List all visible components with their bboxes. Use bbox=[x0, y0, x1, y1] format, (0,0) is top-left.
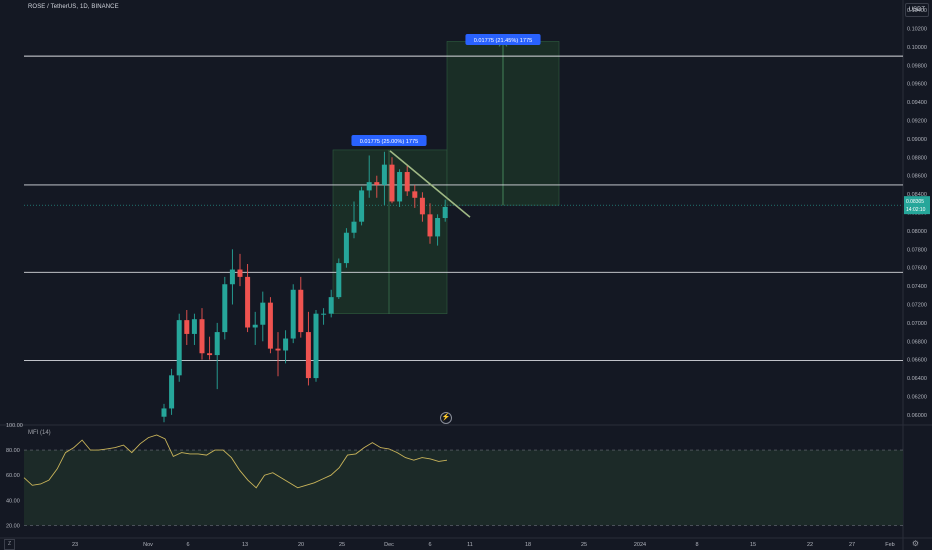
candle-body bbox=[404, 172, 410, 192]
price-tick: 0.08400 bbox=[907, 192, 927, 198]
price-tick: 0.10200 bbox=[907, 27, 927, 33]
candle-body bbox=[214, 332, 220, 356]
date-tick: 13 bbox=[242, 542, 248, 548]
candle-body bbox=[359, 190, 365, 222]
price-tick: 0.09600 bbox=[907, 82, 927, 88]
candle-body bbox=[229, 269, 235, 285]
candle-body bbox=[397, 172, 403, 202]
price-tick: 0.06600 bbox=[907, 358, 927, 364]
mfi-tick: 20.00 bbox=[6, 523, 20, 529]
candle-body bbox=[435, 218, 441, 237]
price-badge-countdown: 14:02:10 bbox=[906, 207, 926, 213]
price-tick: 0.08000 bbox=[907, 229, 927, 235]
candle-body bbox=[328, 297, 334, 314]
candle-body bbox=[191, 319, 197, 334]
date-tick: 15 bbox=[750, 542, 756, 548]
candle-body bbox=[290, 289, 296, 339]
price-tick: 0.07600 bbox=[907, 266, 927, 272]
candle-body bbox=[283, 338, 289, 351]
mfi-tick: 100.00 bbox=[6, 423, 23, 429]
candle-body bbox=[237, 269, 243, 277]
svg-text:0.01775 (21.45%) 1775: 0.01775 (21.45%) 1775 bbox=[474, 38, 532, 44]
date-tick: 8 bbox=[695, 542, 698, 548]
date-tick: Nov bbox=[143, 542, 153, 548]
price-tick: 0.10400 bbox=[907, 8, 927, 14]
candle-body bbox=[336, 263, 342, 298]
price-tick: 0.07000 bbox=[907, 321, 927, 327]
date-tick: 11 bbox=[467, 542, 473, 548]
candle-body bbox=[351, 221, 357, 233]
price-tick: 0.07800 bbox=[907, 247, 927, 253]
trend-line bbox=[389, 150, 471, 218]
candle-body bbox=[161, 408, 167, 417]
date-tick: 25 bbox=[581, 542, 587, 548]
price-tick: 0.06000 bbox=[907, 413, 927, 419]
mfi-tick: 80.00 bbox=[6, 448, 20, 454]
price-tick: 0.07200 bbox=[907, 302, 927, 308]
candle-body bbox=[381, 164, 387, 185]
date-tick: 27 bbox=[849, 542, 855, 548]
date-tick: 6 bbox=[428, 542, 431, 548]
date-tick: 6 bbox=[186, 542, 189, 548]
date-tick: Feb bbox=[885, 542, 894, 548]
candle-body bbox=[169, 375, 175, 409]
candle-body bbox=[442, 206, 448, 219]
currency-button[interactable]: USDT bbox=[905, 3, 929, 17]
date-tick: 22 bbox=[807, 542, 813, 548]
price-tick: 0.10000 bbox=[907, 45, 927, 51]
price-tick: 0.09400 bbox=[907, 100, 927, 106]
candle-body bbox=[260, 302, 266, 325]
candle-body bbox=[199, 319, 205, 354]
symbol-title: ROSE / TetherUS, 1D, BINANCE bbox=[28, 4, 119, 10]
price-tick: 0.09800 bbox=[907, 63, 927, 69]
settings-icon[interactable]: ⚙ bbox=[911, 539, 920, 548]
measure-label-2: 0.01775 (21.45%) 1775 bbox=[465, 34, 541, 45]
price-tick: 0.06400 bbox=[907, 376, 927, 382]
candle-body bbox=[298, 289, 304, 333]
price-tick: 0.06800 bbox=[907, 339, 927, 345]
date-tick: 18 bbox=[525, 542, 531, 548]
candle-body bbox=[412, 191, 418, 198]
mfi-tick: 40.00 bbox=[6, 498, 20, 504]
date-tick: 23 bbox=[72, 542, 78, 548]
timezone-button[interactable]: Z bbox=[4, 539, 15, 550]
candle-body bbox=[313, 313, 319, 379]
candle-body bbox=[275, 348, 281, 351]
svg-text:0.01775 (25.00%) 1775: 0.01775 (25.00%) 1775 bbox=[360, 139, 418, 145]
candle-body bbox=[267, 302, 273, 349]
candle-body bbox=[419, 197, 425, 215]
mfi-indicator-label: MFI (14) bbox=[28, 430, 51, 436]
candle-body bbox=[389, 164, 395, 202]
candle-body bbox=[343, 232, 349, 264]
price-tick: 0.08600 bbox=[907, 174, 927, 180]
price-tick: 0.09200 bbox=[907, 119, 927, 125]
candle-body bbox=[176, 320, 182, 376]
candle-body bbox=[427, 214, 433, 237]
date-tick: Dec bbox=[384, 542, 394, 548]
price-badge-value: 0.08305 bbox=[906, 199, 924, 205]
candle-body bbox=[252, 324, 258, 328]
candle-body bbox=[245, 276, 251, 328]
price-tick: 0.08800 bbox=[907, 155, 927, 161]
price-tick: 0.06200 bbox=[907, 394, 927, 400]
mfi-band bbox=[24, 450, 903, 526]
date-tick: 25 bbox=[339, 542, 345, 548]
mfi-tick: 60.00 bbox=[6, 473, 20, 479]
candle-body bbox=[321, 313, 327, 315]
date-tick: 20 bbox=[298, 542, 304, 548]
candle-body bbox=[207, 353, 213, 356]
date-tick: 2024 bbox=[634, 542, 646, 548]
price-tick: 0.09000 bbox=[907, 137, 927, 143]
candle-body bbox=[222, 284, 228, 333]
candle-body bbox=[374, 182, 380, 185]
lightning-icon[interactable]: ⚡ bbox=[440, 412, 452, 424]
candle-body bbox=[305, 332, 311, 379]
mfi-line bbox=[23, 434, 448, 489]
price-tick: 0.07400 bbox=[907, 284, 927, 290]
measure-label-1: 0.01775 (25.00%) 1775 bbox=[351, 135, 427, 146]
candle-body bbox=[366, 182, 372, 191]
candle-body bbox=[184, 320, 190, 334]
price-badge bbox=[904, 196, 930, 215]
